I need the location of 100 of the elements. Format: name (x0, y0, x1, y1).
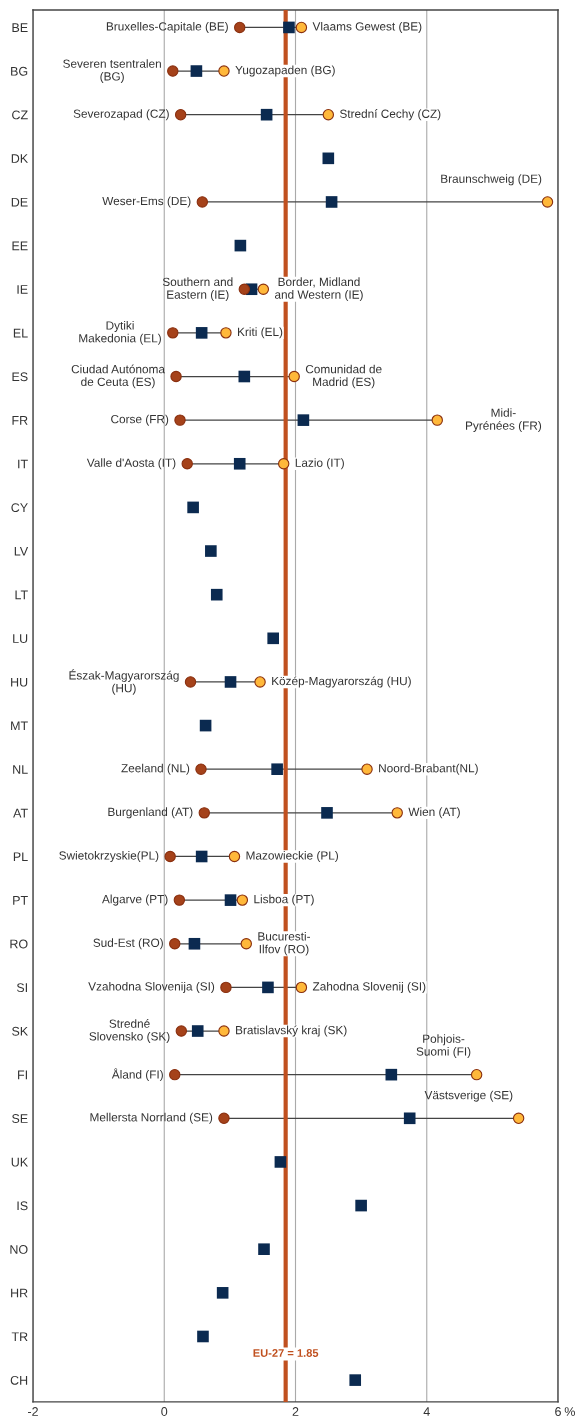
data-label: Pohjois- Suomi (FI) (416, 1034, 471, 1058)
point (355, 1199, 367, 1212)
point (321, 807, 333, 819)
x-tick-label: -2 (27, 1407, 38, 1416)
point (195, 850, 208, 863)
x-axis-title: % (564, 1407, 575, 1416)
point (234, 239, 247, 252)
y-tick-label: NL (13, 765, 28, 774)
point (224, 894, 237, 906)
point (431, 414, 443, 426)
point (218, 1025, 230, 1037)
data-label: Mazowieckie (PL) (246, 850, 339, 862)
point (238, 283, 251, 295)
data-label: Border, Midland and Western (IE) (274, 277, 363, 302)
data-label: Bruxelles-Capitale (BE) (106, 21, 228, 33)
y-tick-label: ES (12, 372, 28, 382)
y-tick-label: LU (13, 634, 28, 643)
point (238, 370, 251, 383)
point (288, 370, 300, 383)
y-tick-label: FI (18, 1070, 27, 1080)
y-tick-label: IS (17, 1201, 28, 1211)
point (224, 676, 237, 688)
y-tick-label: EE (12, 241, 28, 251)
x-tick-label: 2 (292, 1407, 299, 1416)
y-tick-label: EL (13, 328, 28, 338)
point (234, 21, 246, 34)
point (361, 763, 373, 775)
data-label: Swietokrzyskie(PL) (59, 850, 159, 862)
data-label: Strední Cechy (CZ) (339, 109, 441, 121)
y-tick-label: CH (10, 1375, 28, 1385)
y-tick-label: SK (12, 1026, 28, 1036)
point (197, 1330, 209, 1343)
point (274, 1156, 287, 1168)
data-label: Weser-Ems (DE) (102, 196, 191, 208)
data-label: Burgenland (AT) (108, 807, 193, 819)
point (349, 1374, 362, 1386)
point (199, 719, 212, 732)
point (170, 370, 182, 383)
y-tick-label: AT (13, 808, 28, 818)
point (262, 981, 274, 994)
y-tick-label: DE (11, 197, 28, 207)
point (470, 1068, 483, 1081)
x-tick-label: 0 (161, 1407, 168, 1416)
point (175, 1025, 188, 1037)
data-label: Braunschweig (DE) (441, 174, 542, 186)
y-tick-label: HU (11, 677, 28, 687)
point (267, 632, 279, 645)
y-tick-label: BG (11, 66, 28, 76)
data-label: Lisboa (PT) (254, 894, 314, 906)
data-label: Ciudad Autónoma de Ceuta (ES) (71, 364, 165, 389)
data-label: Sud-Est (RO) (93, 938, 163, 950)
point (257, 283, 270, 295)
point (205, 545, 217, 557)
point (260, 108, 273, 121)
y-tick-label: TR (11, 1332, 28, 1341)
data-label: Stredné Slovensko (SK) (89, 1019, 170, 1043)
point (188, 937, 201, 950)
data-label: Noord-Brabant(NL) (379, 763, 478, 775)
data-label: Wien (AT) (408, 807, 460, 819)
data-label: Severozapad (CZ) (73, 109, 169, 121)
y-tick-label: SI (16, 983, 27, 993)
data-label: Bucuresti- Ilfov (RO) (258, 931, 311, 956)
data-label: Algarve (PT) (102, 894, 168, 906)
point (174, 108, 187, 121)
y-tick-label: MT (11, 721, 28, 731)
y-tick-label: NO (10, 1245, 28, 1254)
data-label: Comunidad de Madrid (ES) (305, 364, 382, 389)
y-tick-label: PT (13, 896, 28, 905)
data-label: Valle d'Aosta (IT) (86, 458, 176, 470)
data-label: Zeeland (NL) (121, 763, 190, 775)
data-label: Kriti (EL) (238, 327, 283, 339)
point (228, 850, 241, 863)
y-tick-label: DK (11, 154, 28, 163)
y-tick-label: UK (11, 1157, 28, 1167)
point (325, 196, 338, 208)
data-label: Åland (FI) (111, 1068, 163, 1082)
point (385, 1068, 398, 1081)
point (403, 1112, 416, 1125)
data-label: Midi- Pyrénées (FR) (466, 408, 542, 433)
data-label: Vlaams Gewest (BE) (312, 21, 422, 33)
point (218, 65, 230, 77)
point (541, 196, 554, 208)
point (195, 327, 208, 339)
data-label: Zahodna Slovenij (SI) (312, 981, 426, 993)
point (322, 108, 335, 121)
data-label: Mellersta Norrland (SE) (90, 1112, 213, 1124)
data-label: Bratislavský kraj (SK) (236, 1025, 347, 1037)
y-tick-label: SE (12, 1114, 28, 1123)
y-tick-label: LV (14, 546, 29, 556)
x-tick-label: 6 (555, 1407, 561, 1416)
y-tick-label: HR (11, 1288, 28, 1298)
point (173, 894, 186, 906)
point (216, 1287, 229, 1299)
y-tick-label: IE (17, 285, 28, 294)
y-tick-label: IT (18, 459, 28, 469)
point (295, 981, 308, 994)
ref-line-label: EU-27 = 1.85 (253, 1349, 319, 1357)
point (258, 1243, 270, 1256)
data-label: Közép-Magyarország (HU) (272, 676, 411, 688)
data-label: Lazio (IT) (295, 458, 344, 470)
